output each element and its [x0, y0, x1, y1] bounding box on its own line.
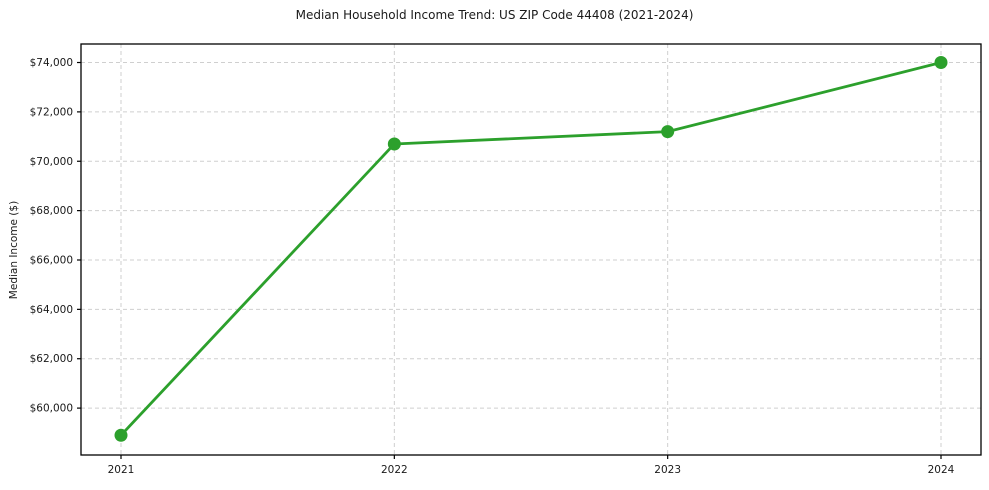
x-tick-label: 2024	[928, 464, 955, 476]
chart-title: Median Household Income Trend: US ZIP Co…	[295, 8, 694, 22]
y-tick-label: $64,000	[30, 304, 73, 316]
y-tick-label: $68,000	[30, 205, 73, 217]
y-tick-label: $72,000	[30, 106, 73, 118]
data-point-2022	[387, 137, 401, 151]
data-point-2024	[934, 56, 948, 70]
x-tick-label: 2022	[381, 464, 408, 476]
data-point-2021	[114, 428, 128, 442]
data-point-2023	[661, 125, 675, 139]
plot-border	[80, 43, 982, 456]
y-tick-label: $74,000	[30, 57, 73, 69]
y-tick-label: $62,000	[30, 353, 73, 365]
x-tick-label: 2021	[108, 464, 135, 476]
x-tick-label: 2023	[654, 464, 681, 476]
data-line	[119, 61, 943, 437]
y-tick-label: $66,000	[30, 254, 73, 266]
y-tick-label: $60,000	[30, 403, 73, 415]
y-tick-label: $70,000	[30, 156, 73, 168]
